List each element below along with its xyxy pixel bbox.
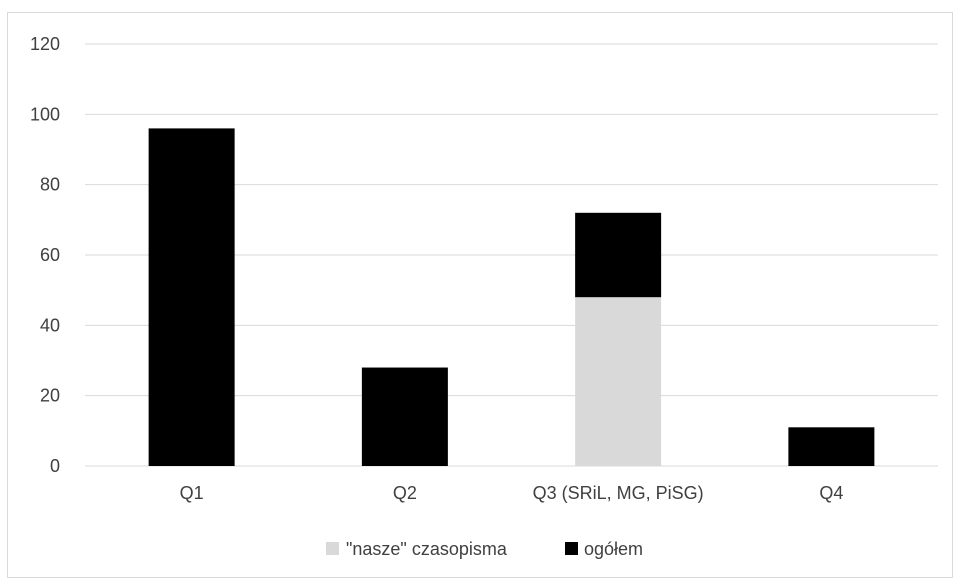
legend: "nasze" czasopisma ogółem xyxy=(326,539,643,559)
bar-segment xyxy=(361,367,448,466)
x-tick-label: Q3 (SRiL, MG, PiSG) xyxy=(533,483,704,503)
y-tick-label: 20 xyxy=(40,386,60,406)
x-axis-tick-labels: Q1 Q2 Q3 (SRiL, MG, PiSG) Q4 xyxy=(180,483,844,503)
y-tick-label: 120 xyxy=(30,34,60,54)
legend-label: ogółem xyxy=(584,539,643,559)
bars xyxy=(148,128,875,466)
bar-segment xyxy=(575,297,662,466)
y-axis-tick-labels: 0 20 40 60 80 100 120 xyxy=(30,34,60,476)
legend-swatch xyxy=(326,542,339,555)
legend-label: "nasze" czasopisma xyxy=(346,539,508,559)
bar-segment xyxy=(575,212,662,298)
y-tick-label: 100 xyxy=(30,104,60,124)
y-tick-label: 80 xyxy=(40,175,60,195)
y-tick-label: 40 xyxy=(40,315,60,335)
y-tick-label: 60 xyxy=(40,245,60,265)
y-tick-label: 0 xyxy=(50,456,60,476)
legend-swatch xyxy=(565,542,578,555)
bar-segment xyxy=(788,427,875,466)
x-tick-label: Q4 xyxy=(819,483,843,503)
x-tick-label: Q1 xyxy=(180,483,204,503)
x-tick-label: Q2 xyxy=(393,483,417,503)
bar-segment xyxy=(148,128,235,466)
